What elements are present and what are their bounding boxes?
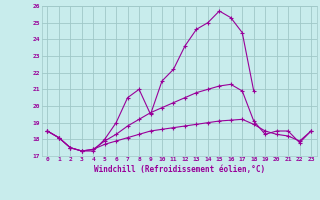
X-axis label: Windchill (Refroidissement éolien,°C): Windchill (Refroidissement éolien,°C) (94, 165, 265, 174)
